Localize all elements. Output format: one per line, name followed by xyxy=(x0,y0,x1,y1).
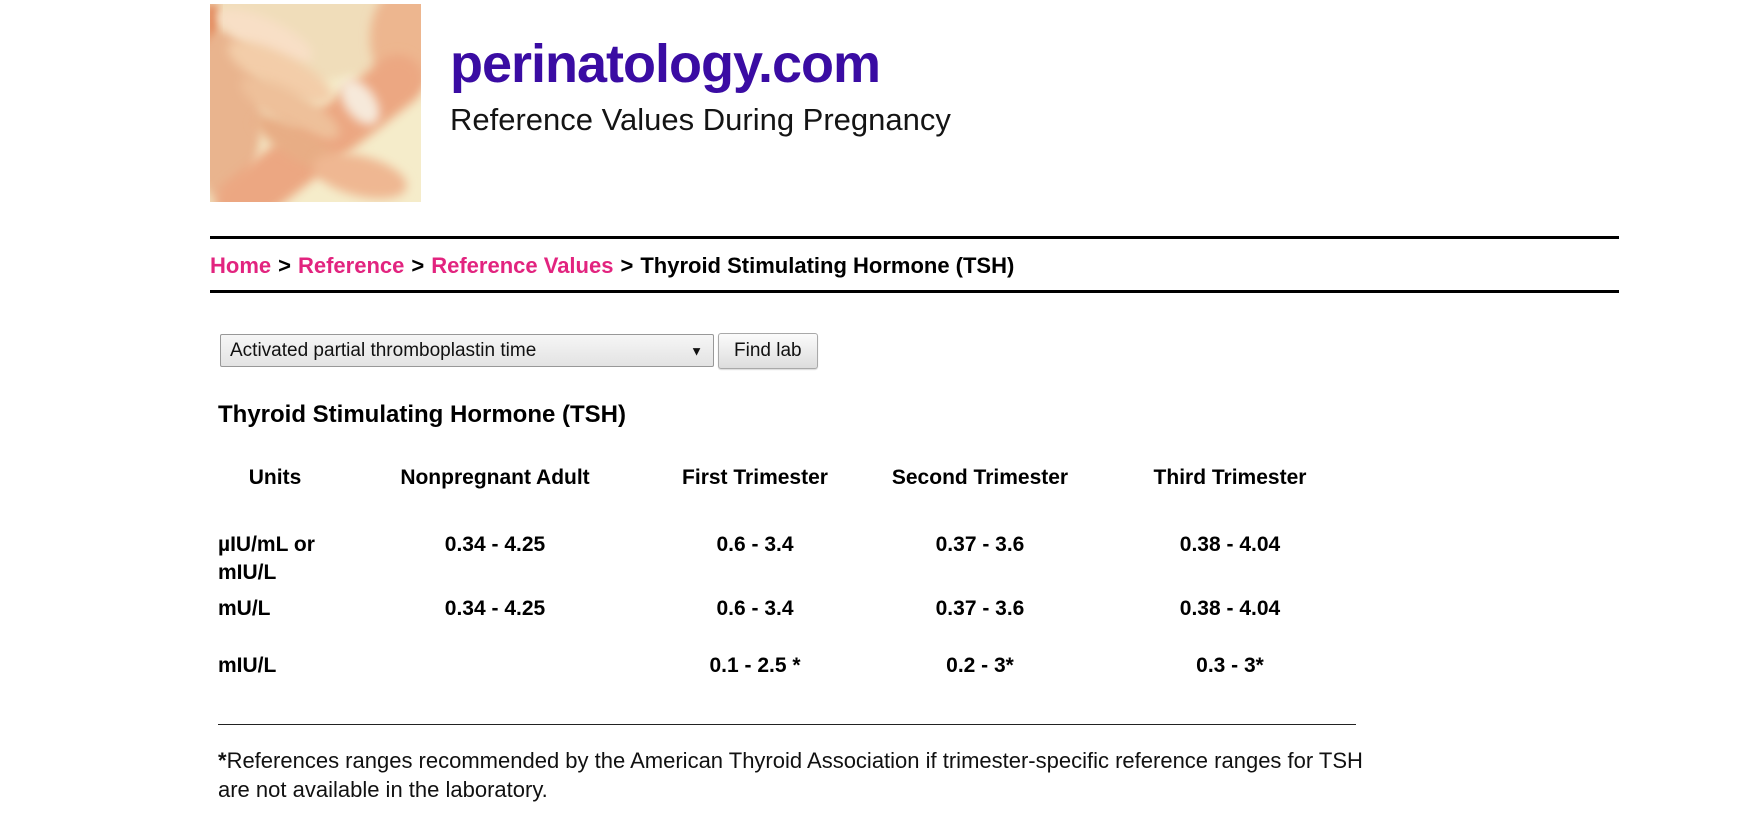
logo-photo xyxy=(210,4,421,202)
value-cell: 0.2 - 3* xyxy=(946,654,1014,677)
baby-hand-photo-art xyxy=(210,4,421,202)
breadcrumb-separator: > xyxy=(411,253,425,278)
page-title: Thyroid Stimulating Hormone (TSH) xyxy=(218,401,626,428)
column-header-units: Units xyxy=(248,466,302,489)
table-row: mU/L 0.34 - 4.25 0.6 - 3.4 0.37 - 3.6 0.… xyxy=(215,595,1355,652)
breadcrumb-link-reference-values[interactable]: Reference Values xyxy=(431,253,614,278)
reference-table-container: Units Nonpregnant Adult First Trimester … xyxy=(215,464,1355,680)
breadcrumb-current-page: Thyroid Stimulating Hormone (TSH) xyxy=(640,253,1015,278)
column-header-second-trimester: Second Trimester xyxy=(891,466,1069,489)
units-cell: mU/L xyxy=(218,597,271,620)
units-cell: µIU/mL or mIU/L xyxy=(218,533,315,584)
column-header-first-trimester: First Trimester xyxy=(682,466,828,489)
breadcrumb-link-home[interactable]: Home xyxy=(210,253,272,278)
divider-top xyxy=(210,236,1619,239)
table-header-row: Units Nonpregnant Adult First Trimester … xyxy=(215,464,1355,531)
value-cell: 0.1 - 2.5 * xyxy=(709,654,801,677)
value-cell: 0.37 - 3.6 xyxy=(935,597,1025,620)
masthead: perinatology.com Reference Values During… xyxy=(450,36,951,138)
lab-finder-form: Activated partial thromboplastin time ▼ … xyxy=(220,333,818,369)
column-header-third-trimester: Third Trimester xyxy=(1153,466,1307,489)
value-cell: 0.3 - 3* xyxy=(1196,654,1264,677)
breadcrumb: Home > Reference > Reference Values > Thyroid … xyxy=(210,252,1014,280)
table-row: µIU/mL or mIU/L 0.34 - 4.25 0.6 - 3.4 0.… xyxy=(215,531,1355,595)
value-cell: 0.38 - 4.04 xyxy=(1179,533,1281,556)
site-subtitle: Reference Values During Pregnancy xyxy=(450,102,951,137)
table-row: mIU/L 0.1 - 2.5 * 0.2 - 3* 0.3 - 3* xyxy=(215,652,1355,680)
breadcrumb-link-reference[interactable]: Reference xyxy=(297,253,405,278)
find-lab-button[interactable]: Find lab xyxy=(718,333,818,369)
footnote-asterisk: * xyxy=(218,748,227,773)
lab-test-select[interactable]: Activated partial thromboplastin time xyxy=(220,334,714,367)
footnote-divider xyxy=(218,724,1356,725)
value-cell: 0.34 - 4.25 xyxy=(444,533,546,556)
footnote: *References ranges recommended by the Am… xyxy=(218,746,1368,804)
breadcrumb-separator: > xyxy=(278,253,291,278)
value-cell: 0.6 - 3.4 xyxy=(716,533,794,556)
footnote-text: References ranges recommended by the Ame… xyxy=(218,748,1363,802)
value-cell: 0.6 - 3.4 xyxy=(716,597,794,620)
breadcrumb-separator: > xyxy=(620,253,634,278)
lab-test-select-wrap: Activated partial thromboplastin time ▼ xyxy=(220,334,714,367)
value-cell: 0.34 - 4.25 xyxy=(444,597,546,620)
value-cell xyxy=(335,652,655,680)
reference-table: Units Nonpregnant Adult First Trimester … xyxy=(215,464,1355,680)
site-title: perinatology.com xyxy=(450,34,881,94)
divider-breadcrumb xyxy=(210,290,1619,293)
units-cell: mIU/L xyxy=(218,654,277,677)
value-cell: 0.38 - 4.04 xyxy=(1179,597,1281,620)
value-cell: 0.37 - 3.6 xyxy=(935,533,1025,556)
column-header-nonpregnant-adult: Nonpregnant Adult xyxy=(400,466,590,489)
